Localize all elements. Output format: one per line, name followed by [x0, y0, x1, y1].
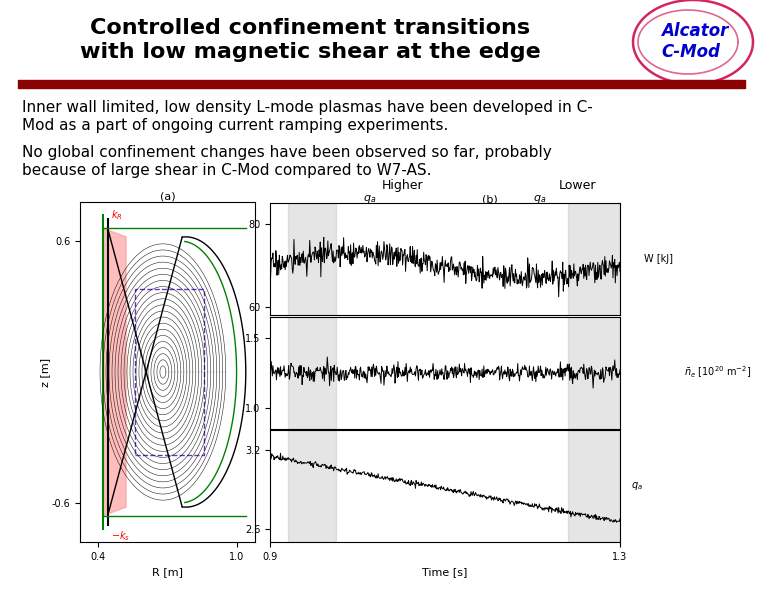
Text: Higher: Higher — [382, 179, 423, 192]
Bar — [135, 289, 204, 455]
Text: (b): (b) — [482, 195, 498, 205]
Text: Inner wall limited, low density L-mode plasmas have been developed in C-: Inner wall limited, low density L-mode p… — [22, 100, 593, 115]
Bar — [18, 80, 745, 88]
Bar — [288, 316, 336, 429]
Text: No global confinement changes have been observed so far, probably: No global confinement changes have been … — [22, 145, 552, 160]
Text: $k_R$: $k_R$ — [111, 208, 123, 222]
Bar — [288, 203, 336, 315]
X-axis label: Time [s]: Time [s] — [422, 567, 468, 577]
Text: $-k_s$: $-k_s$ — [111, 529, 130, 543]
Text: $q_a$: $q_a$ — [363, 193, 377, 205]
Text: Mod as a part of ongoing current ramping experiments.: Mod as a part of ongoing current ramping… — [22, 118, 449, 133]
Y-axis label: $\bar{n}_e$ [10$^{20}$ m$^{-2}$]: $\bar{n}_e$ [10$^{20}$ m$^{-2}$] — [684, 365, 751, 381]
Bar — [568, 203, 620, 315]
Y-axis label: W [kJ]: W [kJ] — [645, 254, 674, 264]
Text: Lower: Lower — [559, 179, 596, 192]
Text: C-Mod: C-Mod — [662, 43, 720, 61]
Text: Alcator: Alcator — [662, 22, 729, 40]
Y-axis label: z [m]: z [m] — [40, 358, 50, 386]
Y-axis label: $q_a$: $q_a$ — [631, 480, 642, 492]
Text: $q_a$: $q_a$ — [533, 193, 546, 205]
Text: because of large shear in C-Mod compared to W7-AS.: because of large shear in C-Mod compared… — [22, 163, 432, 178]
Bar — [288, 430, 336, 542]
Text: Controlled confinement transitions: Controlled confinement transitions — [90, 18, 530, 38]
Bar — [568, 430, 620, 542]
Title: (a): (a) — [159, 191, 175, 201]
X-axis label: R [m]: R [m] — [152, 567, 183, 577]
Bar — [568, 316, 620, 429]
Polygon shape — [103, 228, 126, 516]
Text: with low magnetic shear at the edge: with low magnetic shear at the edge — [79, 42, 540, 62]
